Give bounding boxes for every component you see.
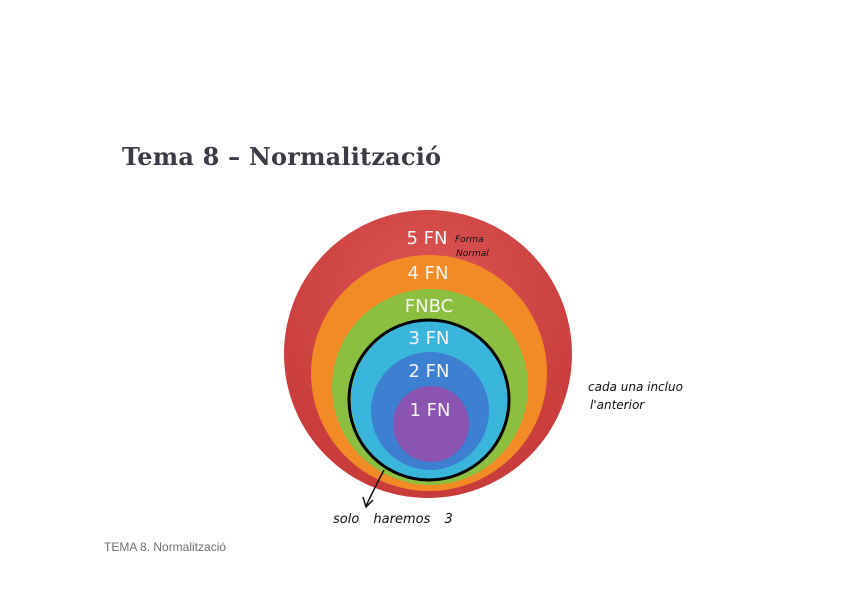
circle-1fn	[393, 386, 469, 462]
label-5fn: 5 FN	[407, 228, 448, 249]
slide-footer: TEMA 8. Normalització	[104, 540, 227, 554]
note-anterior: l'anterior	[590, 398, 645, 412]
note-forma: Forma	[455, 235, 484, 245]
note-cada: cada una incluo	[588, 380, 683, 394]
note-solo: solo haremos 3	[333, 512, 453, 527]
slide-title: Tema 8 – Normalització	[122, 142, 442, 171]
arrow-icon	[362, 469, 385, 509]
highlight-outline	[347, 318, 511, 482]
label-4fn: 4 FN	[408, 263, 449, 284]
label-3fn: 3 FN	[409, 328, 450, 349]
note-normal: Normal	[456, 249, 489, 259]
label-2fn: 2 FN	[409, 361, 450, 382]
label-fnbc: FNBC	[405, 296, 453, 317]
label-1fn: 1 FN	[410, 400, 451, 421]
